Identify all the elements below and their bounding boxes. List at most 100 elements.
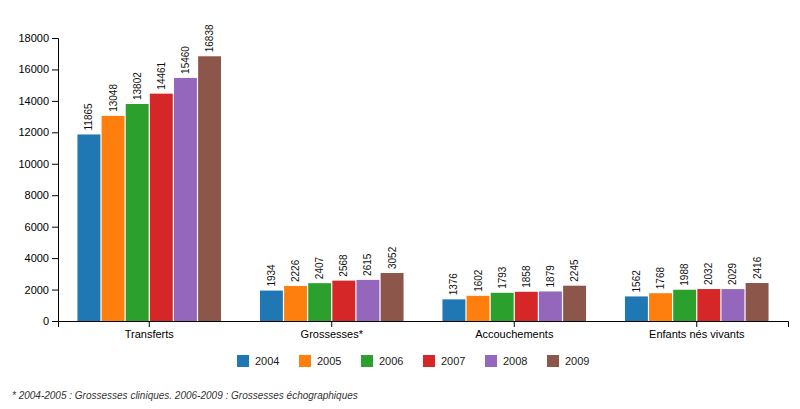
data-label: 1602 — [473, 269, 484, 292]
x-axis: Transferts Grossesses* Accouchements Enfant… — [59, 321, 789, 340]
footnote: * 2004-2005 : Grossesses cliniques. 2006… — [12, 390, 358, 401]
tick: 4000 — [25, 252, 58, 264]
bar — [721, 289, 744, 321]
data-label: 2245 — [569, 259, 580, 282]
tick-label: 8000 — [25, 189, 49, 201]
tick-label: Enfants nés vivants — [649, 328, 745, 340]
data-label: 13048 — [108, 84, 119, 112]
tick-mark — [514, 321, 515, 327]
axis-line — [52, 39, 59, 322]
bar — [308, 283, 331, 321]
tick-label: 14000 — [18, 95, 49, 107]
tick: 2000 — [25, 284, 58, 296]
tick-mark — [331, 321, 332, 327]
bar — [746, 283, 769, 321]
data-label: 1768 — [655, 267, 666, 290]
tick-mark — [52, 164, 58, 165]
data-label: 1562 — [631, 270, 642, 293]
data-label: 2407 — [314, 256, 325, 279]
tick-mark — [696, 321, 697, 327]
axis-line — [59, 322, 789, 328]
tick-label: 2000 — [25, 284, 49, 296]
data-label: 1988 — [679, 263, 690, 286]
bar — [150, 94, 173, 321]
data-label: 2032 — [703, 262, 714, 285]
bar — [260, 291, 283, 321]
legend-label: 2009 — [565, 355, 589, 367]
legend-label: 2004 — [255, 355, 279, 367]
data-label: 11865 — [83, 103, 94, 131]
bar — [284, 286, 307, 321]
data-label: 1879 — [545, 265, 556, 288]
legend-swatch — [485, 355, 497, 367]
tick-label: 18000 — [18, 32, 49, 44]
tick-mark — [52, 258, 58, 259]
bar — [649, 293, 672, 321]
bar — [539, 291, 562, 321]
tick: 6000 — [25, 221, 58, 233]
tick-mark — [52, 290, 58, 291]
tick: Grossesses* — [301, 321, 364, 340]
tick: Enfants nés vivants — [649, 321, 745, 340]
chart: 11865 1934 1376 1562 13048 2226 1602 1768 13802 2… — [0, 0, 800, 409]
data-labels: 11865 1934 1376 1562 13048 2226 1602 1768 13802 2… — [83, 24, 762, 295]
bar — [515, 292, 538, 321]
data-label: 1793 — [497, 266, 508, 289]
tick-label: 10000 — [18, 158, 49, 170]
bar — [442, 299, 465, 321]
data-label: 2029 — [727, 262, 738, 285]
tick-label: 4000 — [25, 252, 49, 264]
bar — [381, 273, 404, 321]
tick-label: 12000 — [18, 126, 49, 138]
data-label: 16838 — [204, 24, 215, 52]
bar — [356, 280, 379, 321]
data-label: 15460 — [180, 46, 191, 74]
tick: 8000 — [25, 189, 58, 201]
legend-swatch — [547, 355, 559, 367]
legend-item: 2009 — [547, 355, 589, 367]
data-label: 1934 — [266, 264, 277, 287]
data-label: 13802 — [132, 72, 143, 100]
bar — [697, 289, 720, 321]
bar — [174, 78, 197, 321]
tick: 0 — [43, 315, 58, 327]
tick-label: Accouchements — [475, 328, 554, 340]
tick-label: 0 — [43, 315, 49, 327]
tick-label: Grossesses* — [301, 328, 364, 340]
bar — [332, 281, 355, 321]
bars — [77, 56, 768, 321]
bar — [467, 296, 490, 321]
legend-swatch — [237, 355, 249, 367]
bar — [126, 104, 149, 321]
legend: 200420052006200720082009 — [237, 355, 589, 367]
data-label: 2226 — [290, 259, 301, 282]
tick-mark — [52, 101, 58, 102]
tick-mark — [52, 69, 58, 70]
tick: Accouchements — [475, 321, 554, 340]
bar — [77, 134, 100, 321]
y-axis: 0 2000 4000 6000 8000 10000 12000 14000 16000 180… — [18, 32, 58, 327]
data-label: 2416 — [752, 256, 763, 279]
tick: 14000 — [18, 95, 58, 107]
tick-label: Transferts — [125, 328, 175, 340]
bar — [625, 296, 648, 321]
legend-item: 2004 — [237, 355, 279, 367]
legend-item: 2008 — [485, 355, 527, 367]
legend-item: 2007 — [423, 355, 465, 367]
tick-mark — [52, 38, 58, 39]
tick: 12000 — [18, 126, 58, 138]
legend-swatch — [423, 355, 435, 367]
bar — [491, 293, 514, 321]
data-label: 1858 — [521, 265, 532, 288]
tick: 18000 — [18, 32, 58, 44]
tick-mark — [149, 321, 150, 327]
tick-label: 16000 — [18, 63, 49, 75]
data-label: 1376 — [448, 273, 459, 296]
tick: 16000 — [18, 63, 58, 75]
plot: 11865 1934 1376 1562 13048 2226 1602 1768 13802 2… — [18, 24, 788, 340]
tick: Transferts — [125, 321, 175, 340]
legend-item: 2006 — [361, 355, 403, 367]
tick: 10000 — [18, 158, 58, 170]
bar — [198, 56, 221, 321]
tick-mark — [52, 227, 58, 228]
